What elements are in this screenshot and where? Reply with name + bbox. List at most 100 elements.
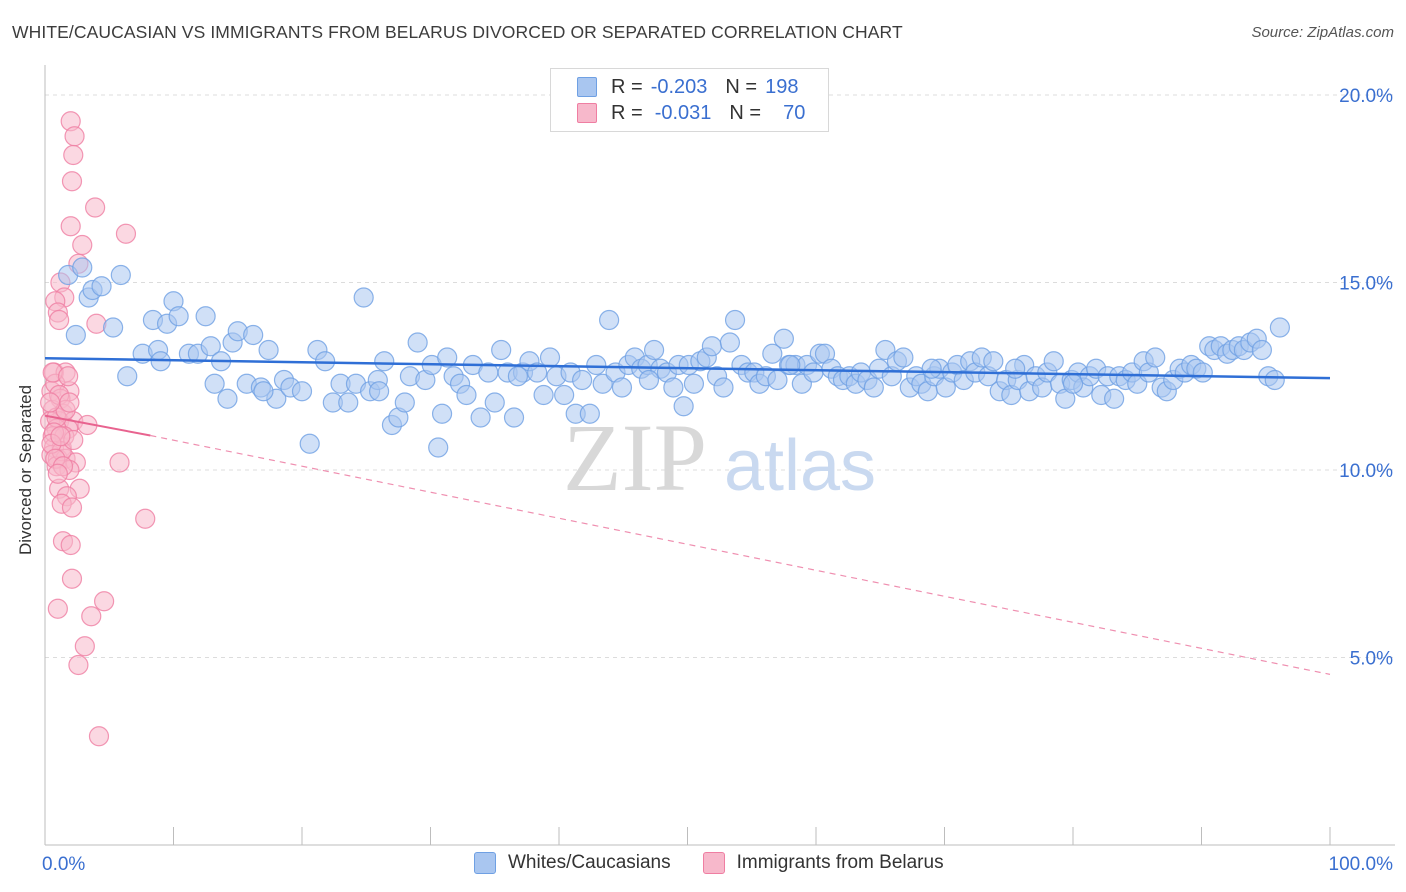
white-point	[253, 381, 274, 402]
legend-r-value: -0.031	[654, 101, 712, 124]
white-point	[724, 309, 746, 331]
white-point	[780, 354, 801, 376]
watermark-atlas: atlas	[724, 426, 876, 506]
white-point	[470, 407, 491, 428]
series-swatch-white	[474, 852, 496, 874]
y-tick-label: 10.0%	[1339, 461, 1393, 482]
belarus-point	[40, 392, 61, 413]
legend-swatch-white	[577, 77, 597, 97]
belarus-point	[49, 309, 70, 331]
belarus-point	[60, 534, 81, 556]
series-legend-white: Whites/Caucasians	[474, 852, 671, 874]
white-point	[1192, 362, 1213, 383]
white-point	[243, 324, 264, 346]
white-point	[338, 392, 359, 413]
belarus-point	[63, 144, 84, 166]
belarus-point	[94, 591, 115, 612]
belarus-point	[88, 726, 110, 747]
belarus-points	[40, 111, 156, 747]
belarus-point	[135, 508, 156, 529]
x-tick-labels: 0.0% 100.0%	[42, 854, 1393, 875]
white-point	[200, 336, 221, 357]
white-point	[638, 369, 660, 391]
series-legend-belarus: Immigrants from Belarus	[702, 852, 944, 874]
belarus-point	[61, 568, 83, 589]
white-point	[1145, 347, 1166, 368]
belarus-point	[58, 366, 79, 387]
legend-row-belarus: R = -0.031 N = 70	[577, 101, 805, 125]
belarus-point	[115, 223, 137, 244]
white-point	[491, 339, 512, 361]
white-point	[592, 373, 613, 394]
belarus-point	[86, 313, 107, 334]
watermark: ZIP atlas	[563, 404, 876, 511]
white-point	[204, 373, 225, 394]
white-trend-line	[44, 357, 1331, 380]
white-point	[719, 332, 741, 353]
white-point	[353, 287, 374, 308]
series-legend: Whites/Caucasians Immigrants from Belaru…	[474, 852, 976, 874]
belarus-point	[64, 126, 85, 147]
white-point	[394, 392, 415, 413]
legend-r-label: R =	[611, 101, 643, 124]
white-point	[701, 336, 723, 357]
white-point	[291, 381, 313, 402]
belarus-point	[109, 452, 130, 473]
white-point	[1269, 317, 1290, 338]
white-point	[103, 317, 124, 338]
belarus-point	[59, 392, 80, 413]
white-point	[407, 332, 428, 353]
x-tick-label: 0.0%	[42, 854, 85, 875]
legend-n-label: N =	[725, 75, 758, 98]
y-tick-label: 20.0%	[1339, 86, 1393, 107]
white-point	[599, 309, 620, 331]
belarus-point	[50, 426, 71, 447]
white-point	[503, 407, 525, 428]
white-point	[893, 347, 914, 368]
white-point	[572, 369, 593, 391]
white-point	[217, 388, 238, 409]
legend-swatch-belarus	[577, 103, 597, 123]
white-point	[1005, 358, 1026, 379]
white-point	[533, 384, 554, 406]
belarus-point	[74, 636, 95, 657]
white-point	[428, 437, 449, 458]
white-point	[773, 328, 794, 349]
white-point	[437, 347, 458, 368]
trend-lines	[44, 357, 1331, 675]
belarus-point	[68, 654, 89, 676]
white-point	[431, 403, 453, 424]
white-point	[863, 377, 884, 398]
white-point	[1104, 388, 1125, 409]
white-point	[91, 276, 112, 297]
white-point	[456, 384, 477, 406]
belarus-point	[85, 197, 106, 218]
series-label-belarus: Immigrants from Belarus	[736, 852, 944, 873]
white-point	[713, 377, 734, 398]
legend-row-white: R = -0.203 N = 198	[577, 75, 798, 99]
legend-n-value: 70	[783, 101, 806, 124]
y-tick-labels: 5.0% 10.0% 15.0% 20.0%	[1339, 86, 1393, 670]
white-point	[762, 343, 783, 364]
white-point	[683, 373, 705, 394]
white-point	[369, 381, 390, 402]
white-points	[58, 257, 1290, 458]
white-point	[663, 377, 684, 398]
white-point	[611, 377, 633, 398]
belarus-point	[61, 497, 83, 518]
white-point	[579, 403, 600, 424]
white-point	[299, 433, 320, 454]
white-point	[921, 358, 942, 379]
white-point	[110, 264, 131, 286]
series-label-white: Whites/Caucasians	[508, 852, 671, 873]
white-point	[1043, 351, 1064, 372]
legend-n-label: N =	[729, 101, 762, 124]
y-axis-label: Divorced or Separated	[16, 384, 35, 556]
white-point	[673, 396, 694, 417]
white-point	[195, 306, 216, 327]
white-point	[539, 347, 561, 368]
white-point	[374, 351, 395, 372]
white-point	[586, 354, 607, 376]
white-point	[507, 366, 528, 387]
white-point	[1062, 373, 1084, 394]
